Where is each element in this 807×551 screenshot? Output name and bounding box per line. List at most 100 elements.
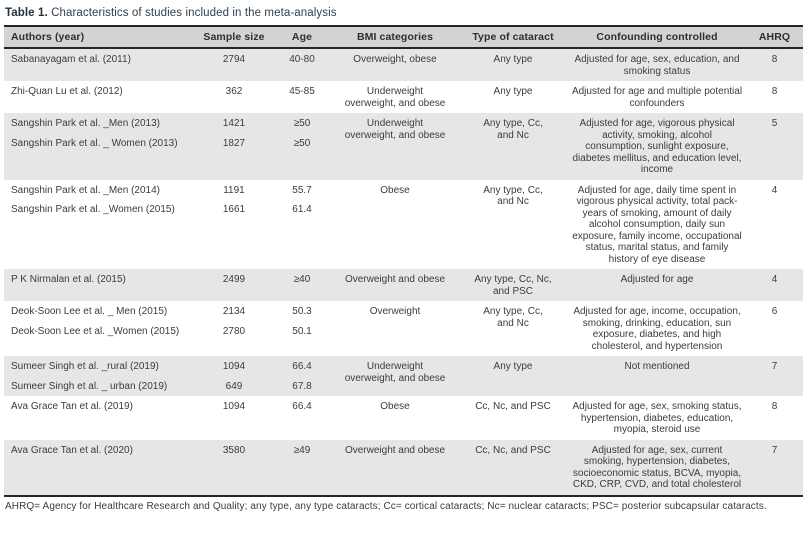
bmi-categories-cell: Overweight	[369, 306, 421, 317]
stacked-value: ≥50	[293, 118, 311, 129]
table-row: Sangshin Park et al. _Men (2013) Sangshin…	[4, 113, 803, 180]
age-cell: 45-85	[272, 81, 332, 113]
cataract-type-cell: Any type, Cc, and Nc	[483, 118, 543, 141]
confounding-cell: Adjusted for age, income, occupation, sm…	[573, 306, 741, 352]
table-body: Sabanayagam et al. (2011) 2794 40-80 Overwe…	[4, 48, 803, 496]
ahrq-cell: 8	[771, 401, 778, 412]
table-row: Zhi-Quan Lu et al. (2012) 362 45-85 Underwe…	[4, 81, 803, 113]
stacked-value: 50.3	[292, 306, 312, 317]
stacked-value: Sabanayagam et al. (2011)	[11, 54, 131, 65]
sample-size-cell: 1191 1661	[196, 180, 272, 270]
stacked-value: 1094	[222, 361, 246, 372]
table-row: Sumeer Singh et al. _rural (2019) Sumeer …	[4, 356, 803, 396]
table-row: Ava Grace Tan et al. (2020) 3580 ≥49 Overwe…	[4, 439, 803, 496]
confounding-cell: Adjusted for age, sex, current smoking, …	[572, 444, 742, 491]
cataract-type-cell: Cc, Nc, and PSC	[475, 444, 551, 456]
ahrq-cell: 5	[771, 118, 778, 129]
table-row: Sangshin Park et al. _Men (2014) Sangshin…	[4, 180, 803, 270]
stacked-value: 1827	[222, 137, 246, 149]
stacked-value: 649	[225, 380, 243, 392]
cataract-type-cell: Any type	[493, 361, 533, 372]
stacked-value: 1661	[222, 204, 246, 215]
sample-size-cell: 2134 2780	[196, 301, 272, 356]
stacked-value: 1191	[223, 184, 245, 196]
stacked-value: 1421	[222, 118, 246, 129]
stacked-value: ≥50	[293, 137, 311, 149]
stacked-value: Sumeer Singh et al. _ urban (2019)	[11, 380, 168, 392]
sample-size-cell: 362	[196, 81, 272, 113]
stacked-value: 2780	[222, 325, 246, 337]
sample-size-cell: 1094 649	[196, 356, 272, 396]
confounding-cell: Adjusted for age, daily time spent in vi…	[572, 184, 742, 265]
confounding-cell: Adjusted for age, sex, smoking status, h…	[572, 401, 742, 435]
bmi-categories-cell: Obese	[380, 401, 410, 412]
stacked-value: 362	[225, 86, 243, 97]
column-header-authors: Authors (year)	[4, 26, 196, 49]
stacked-value: ≥40	[293, 274, 311, 285]
ahrq-cell: 8	[771, 54, 778, 65]
cataract-type-cell: Any type, Cc, and Nc	[483, 306, 543, 329]
stacked-value: Sumeer Singh et al. _rural (2019)	[11, 361, 159, 372]
column-header-age: Age	[272, 26, 332, 49]
stacked-value: Sangshin Park et al. _Men (2013)	[11, 118, 160, 129]
cataract-type-cell: Any type, Cc, and Nc	[483, 184, 543, 208]
ahrq-cell: 7	[771, 361, 778, 372]
authors-cell: P K Nirmalan et al. (2015)	[4, 269, 196, 301]
table-title-label: Table 1.	[5, 7, 48, 19]
cataract-type-cell: Cc, Nc, and PSC	[475, 401, 551, 412]
table-row: Ava Grace Tan et al. (2019) 1094 66.4 Obese…	[4, 396, 803, 440]
bmi-categories-cell: Overweight and obese	[344, 274, 446, 285]
cataract-type-cell: Any type, Cc, Nc, and PSC	[474, 274, 552, 297]
cataract-type-cell: Any type	[493, 54, 533, 65]
stacked-value: 2794	[222, 54, 246, 65]
studies-table: Authors (year) Sample size Age BMI categ…	[4, 25, 803, 497]
column-header-bmi-categories: BMI categories	[332, 26, 458, 49]
confounding-cell: Adjusted for age	[620, 274, 694, 285]
ahrq-cell: 4	[771, 274, 778, 285]
column-header-cataract-type: Type of cataract	[458, 26, 568, 49]
authors-cell: Deok-Soon Lee et al. _ Men (2015) Deok-So…	[4, 301, 196, 356]
stacked-value: Sangshin Park et al. _ Women (2013)	[11, 137, 178, 149]
age-cell: 50.3 50.1	[272, 301, 332, 356]
stacked-value: 2134	[222, 306, 246, 317]
ahrq-cell: 7	[771, 444, 778, 456]
stacked-value: 2499	[222, 274, 246, 285]
stacked-value: 50.1	[292, 325, 312, 337]
stacked-value: 55.7	[292, 184, 312, 196]
stacked-value: 67.8	[292, 380, 312, 392]
stacked-value: ≥49	[293, 444, 311, 456]
column-header-confounding: Confounding controlled	[568, 26, 746, 49]
age-cell: 55.7 61.4	[272, 180, 332, 270]
stacked-value: Sangshin Park et al. _Women (2015)	[11, 204, 175, 215]
stacked-value: Zhi-Quan Lu et al. (2012)	[11, 86, 123, 97]
table-row: Deok-Soon Lee et al. _ Men (2015) Deok-So…	[4, 301, 803, 356]
stacked-value: 66.4	[292, 361, 312, 372]
bmi-categories-cell: Overweight, obese	[353, 54, 437, 65]
sample-size-cell: 3580	[196, 440, 272, 496]
age-cell: ≥50 ≥50	[272, 113, 332, 180]
authors-cell: Ava Grace Tan et al. (2020)	[4, 440, 196, 496]
ahrq-cell: 6	[771, 306, 778, 317]
authors-cell: Sumeer Singh et al. _rural (2019) Sumeer …	[4, 356, 196, 396]
age-cell: ≥40	[272, 269, 332, 301]
authors-cell: Zhi-Quan Lu et al. (2012)	[4, 81, 196, 113]
authors-cell: Sabanayagam et al. (2011)	[4, 48, 196, 81]
sample-size-cell: 2499	[196, 269, 272, 301]
table-footnote: AHRQ= Agency for Healthcare Research and…	[5, 500, 767, 512]
bmi-categories-cell: Obese	[380, 184, 410, 196]
stacked-value: 45-85	[289, 86, 315, 97]
stacked-value: 3580	[222, 444, 246, 456]
age-cell: 66.4	[272, 396, 332, 440]
age-cell: 40-80	[272, 48, 332, 81]
confounding-cell: Adjusted for age and multiple potential …	[571, 86, 743, 109]
column-header-ahrq: AHRQ	[746, 26, 803, 49]
stacked-value: Ava Grace Tan et al. (2020)	[11, 444, 133, 456]
cataract-type-cell: Any type	[493, 86, 533, 97]
confounding-cell: Not mentioned	[624, 361, 690, 372]
stacked-value: 61.4	[292, 204, 312, 215]
confounding-cell: Adjusted for age, vigorous physical acti…	[572, 118, 742, 175]
column-header-sample-size: Sample size	[196, 26, 272, 49]
authors-cell: Sangshin Park et al. _Men (2014) Sangshin…	[4, 180, 196, 270]
sample-size-cell: 1421 1827	[196, 113, 272, 180]
